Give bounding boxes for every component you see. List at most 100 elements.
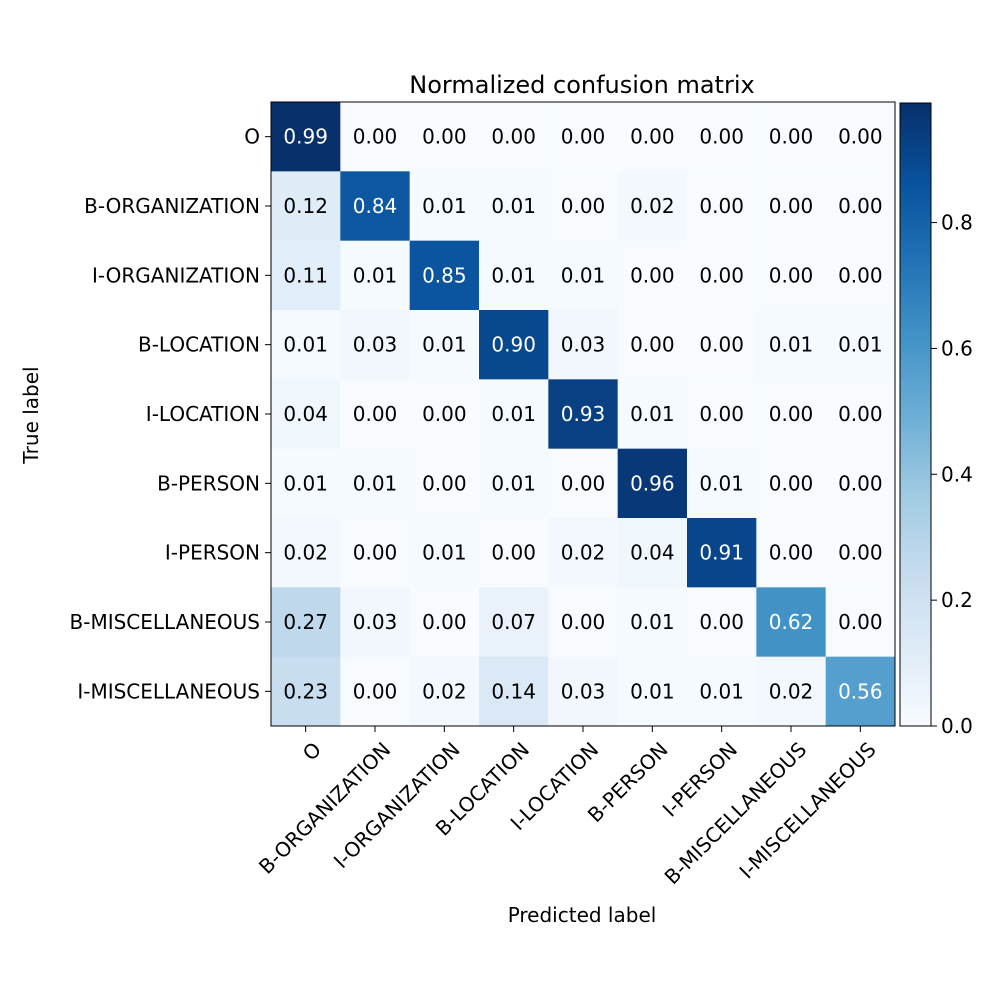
- matrix-cell-value: 0.01: [630, 610, 675, 634]
- y-axis-ticks: O B-ORGANIZATION I-ORGANIZATION B-LOCATION I…: [70, 125, 271, 703]
- matrix-cell-value: 0.00: [353, 402, 398, 426]
- matrix-cell: [340, 171, 411, 242]
- matrix-cell: [409, 656, 480, 727]
- matrix-cell-value: 0.11: [283, 263, 328, 287]
- matrix-cell-value: 0.01: [283, 333, 328, 357]
- matrix-cell-value: 0.99: [283, 125, 328, 149]
- matrix-cell-value: 0.00: [630, 263, 675, 287]
- matrix-cell: [548, 379, 619, 450]
- matrix-cell: [687, 587, 757, 658]
- matrix-cell: [479, 656, 549, 727]
- matrix-cell: [271, 587, 341, 658]
- matrix-cell-value: 0.00: [838, 610, 883, 634]
- matrix-cell-value: 0.02: [283, 541, 328, 565]
- matrix-cells: [271, 102, 896, 727]
- matrix-cell-value: 0.00: [491, 541, 536, 565]
- matrix-cell-value: 0.04: [283, 402, 328, 426]
- matrix-cell-value: 0.01: [422, 194, 467, 218]
- matrix-cell: [409, 518, 480, 588]
- matrix-cell-value: 0.03: [353, 333, 398, 357]
- matrix-cell-value: 0.14: [491, 679, 536, 703]
- matrix-cell: [548, 240, 619, 311]
- matrix-cell-value: 0.01: [353, 263, 398, 287]
- matrix-cell-value: 0.00: [699, 194, 744, 218]
- matrix-cell: [687, 518, 757, 588]
- x-axis-label: Predicted label: [508, 903, 657, 927]
- matrix-cell: [479, 518, 549, 588]
- matrix-cell: [825, 171, 896, 242]
- matrix-cell-value: 0.01: [491, 471, 536, 495]
- matrix-cell-value: 0.00: [699, 402, 744, 426]
- x-tick-label: I-ORGANIZATION: [329, 737, 465, 873]
- matrix-cell-value: 0.00: [769, 263, 814, 287]
- matrix-cell: [340, 656, 411, 727]
- matrix-cell-value: 0.02: [561, 541, 606, 565]
- matrix-cell-value: 0.01: [353, 471, 398, 495]
- matrix-cell-value: 0.62: [769, 610, 814, 634]
- chart-title: Normalized confusion matrix: [409, 71, 754, 99]
- matrix-cell-value: 0.01: [699, 471, 744, 495]
- matrix-cell-value: 0.01: [630, 679, 675, 703]
- matrix-cell: [271, 656, 341, 727]
- matrix-cell: [340, 102, 411, 172]
- matrix-cell-value: 0.85: [422, 263, 467, 287]
- matrix-cell: [756, 656, 827, 727]
- matrix-cell: [409, 310, 480, 380]
- matrix-cell-value: 0.00: [422, 402, 467, 426]
- matrix-cell-value: 0.01: [491, 263, 536, 287]
- matrix-cell-value: 0.00: [561, 471, 606, 495]
- matrix-cell-value: 0.01: [491, 402, 536, 426]
- matrix-cell: [409, 240, 480, 311]
- matrix-cell: [687, 310, 757, 380]
- matrix-cell: [409, 102, 480, 172]
- y-tick-label: B-LOCATION: [138, 333, 260, 357]
- matrix-cell: [479, 310, 549, 380]
- matrix-cell-value: 0.02: [769, 679, 814, 703]
- matrix-cell: [409, 448, 480, 519]
- matrix-cell: [825, 102, 896, 172]
- colorbar: [899, 102, 932, 727]
- matrix-cell: [756, 310, 827, 380]
- matrix-cell: [756, 448, 827, 519]
- matrix-cell-value: 0.07: [491, 610, 536, 634]
- colorbar-tick-label: 0.8: [941, 211, 973, 235]
- matrix-cell-value: 0.01: [630, 402, 675, 426]
- matrix-cell-value: 0.96: [630, 471, 675, 495]
- matrix-cell: [687, 171, 757, 242]
- matrix-cell: [617, 448, 688, 519]
- matrix-cell-value: 0.01: [561, 263, 606, 287]
- matrix-cell: [479, 171, 549, 242]
- matrix-cell-value: 0.01: [838, 333, 883, 357]
- matrix-cell-value: 0.02: [630, 194, 675, 218]
- matrix-cell-value: 0.00: [630, 333, 675, 357]
- matrix-cell-value: 0.01: [422, 541, 467, 565]
- y-tick-label: I-PERSON: [165, 541, 260, 565]
- colorbar-ticks: 0.0 0.2 0.4 0.6 0.8: [931, 211, 973, 738]
- matrix-cell-value: 0.00: [769, 541, 814, 565]
- matrix-cell-value: 0.00: [699, 263, 744, 287]
- matrix-cell-value: 0.00: [422, 125, 467, 149]
- matrix-cell-value: 0.00: [769, 194, 814, 218]
- matrix-cell: [271, 448, 341, 519]
- y-tick-label: I-MISCELLANEOUS: [77, 679, 260, 703]
- matrix-cell: [687, 656, 757, 727]
- matrix-cell-value: 0.00: [561, 610, 606, 634]
- matrix-cell-value: 0.12: [283, 194, 328, 218]
- matrix-cell-value: 0.03: [561, 679, 606, 703]
- x-tick-label: I-MISCELLANEOUS: [734, 737, 880, 883]
- matrix-cell: [617, 102, 688, 172]
- matrix-cell-value: 0.00: [838, 402, 883, 426]
- matrix-cell-value: 0.90: [491, 333, 536, 357]
- matrix-cell: [617, 379, 688, 450]
- matrix-cell: [825, 518, 896, 588]
- matrix-cell: [548, 448, 619, 519]
- y-tick-label: I-ORGANIZATION: [92, 263, 260, 287]
- matrix-cell: [271, 518, 341, 588]
- matrix-cell-value: 0.93: [561, 402, 606, 426]
- matrix-cell: [617, 656, 688, 727]
- matrix-cell: [271, 310, 341, 380]
- matrix-cell: [756, 102, 827, 172]
- matrix-cell-value: 0.01: [769, 333, 814, 357]
- matrix-cell-value: 0.00: [561, 125, 606, 149]
- matrix-cell-value: 0.00: [838, 471, 883, 495]
